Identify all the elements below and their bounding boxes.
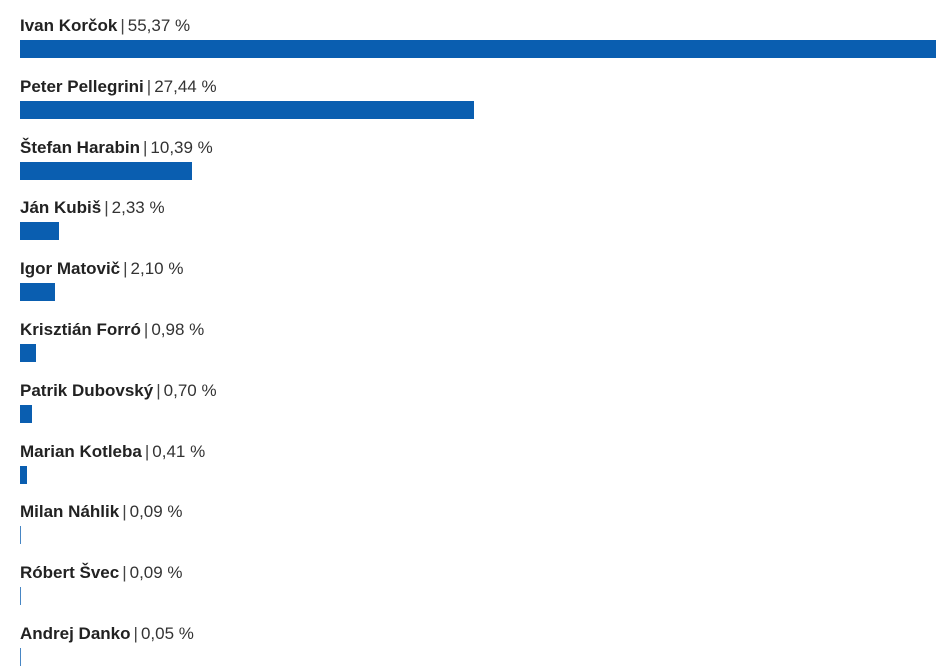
label-separator: | xyxy=(122,563,127,583)
bar xyxy=(20,648,21,666)
bar-label: Marian Kotleba | 0,41 % xyxy=(20,441,205,463)
chart-row: Róbert Švec | 0,09 % xyxy=(20,547,936,607)
bar xyxy=(20,526,22,545)
chart-row: Krisztián Forró | 0,98 % xyxy=(20,304,936,364)
label-separator: | xyxy=(146,76,152,96)
candidate-name: Ivan Korčok xyxy=(20,16,118,35)
label-separator: | xyxy=(133,624,138,643)
bar xyxy=(20,40,936,58)
candidate-name: Krisztián Forró xyxy=(20,320,141,339)
value-label: 0,09 % xyxy=(129,563,183,583)
label-separator: | xyxy=(122,502,127,522)
value-label: 2,33 % xyxy=(111,198,165,218)
bar-label: Krisztián Forró | 0,98 % xyxy=(20,319,204,341)
chart-row: Patrik Dubovský | 0,70 % xyxy=(20,365,936,425)
bar xyxy=(20,465,27,484)
chart-row: Peter Pellegrini | 27,44 % xyxy=(20,61,936,121)
label-separator: | xyxy=(104,198,109,218)
value-label: 27,44 % xyxy=(154,76,217,96)
candidate-name: Milan Náhlik xyxy=(20,502,120,522)
results-bar-chart: Ivan Korčok | 55,37 % Peter Pellegrini | 27,4… xyxy=(20,0,936,666)
bar xyxy=(20,161,192,180)
value-label: 0,98 % xyxy=(151,320,205,339)
bar-label: Patrik Dubovský | 0,70 % xyxy=(20,380,217,402)
candidate-name: Andrej Danko xyxy=(20,624,131,643)
candidate-name: Štefan Harabin xyxy=(20,137,140,157)
bar-label: Igor Matovič | 2,10 % xyxy=(20,258,183,280)
value-label: 55,37 % xyxy=(127,16,191,35)
bar-label: Ivan Korčok | 55,37 % xyxy=(20,15,190,37)
label-separator: | xyxy=(123,259,128,279)
label-separator: | xyxy=(143,320,149,339)
bar-label: Ján Kubiš | 2,33 % xyxy=(20,197,165,219)
bar-label: Štefan Harabin | 10,39 % xyxy=(20,137,213,159)
candidate-name: Igor Matovič xyxy=(20,259,121,279)
candidate-name: Patrik Dubovský xyxy=(20,380,154,400)
candidate-name: Peter Pellegrini xyxy=(20,76,144,96)
chart-row: Štefan Harabin | 10,39 % xyxy=(20,122,936,182)
chart-row: Igor Matovič | 2,10 % xyxy=(20,243,936,303)
bar xyxy=(20,587,22,606)
label-separator: | xyxy=(156,380,161,400)
bar-label: Peter Pellegrini | 27,44 % xyxy=(20,76,217,98)
candidate-name: Róbert Švec xyxy=(20,563,120,583)
value-label: 0,05 % xyxy=(140,624,194,643)
chart-row: Marian Kotleba | 0,41 % xyxy=(20,426,936,486)
chart-row: Andrej Danko | 0,05 % xyxy=(20,608,936,668)
bar-label: Andrej Danko | 0,05 % xyxy=(20,623,194,645)
label-separator: | xyxy=(142,137,148,157)
bar xyxy=(20,344,37,362)
label-separator: | xyxy=(120,16,125,35)
bar xyxy=(20,100,474,119)
chart-row: Ivan Korčok | 55,37 % xyxy=(20,0,936,60)
value-label: 10,39 % xyxy=(150,137,213,157)
value-label: 0,09 % xyxy=(129,502,183,522)
value-label: 0,70 % xyxy=(163,380,217,400)
label-separator: | xyxy=(144,441,150,461)
value-label: 2,10 % xyxy=(130,259,184,279)
value-label: 0,41 % xyxy=(152,441,206,461)
bar xyxy=(20,404,32,423)
bar-label: Róbert Švec | 0,09 % xyxy=(20,562,183,584)
bar xyxy=(20,222,59,241)
chart-row: Ján Kubiš | 2,33 % xyxy=(20,182,936,242)
bar-label: Milan Náhlik | 0,09 % xyxy=(20,501,183,523)
chart-row: Milan Náhlik | 0,09 % xyxy=(20,486,936,546)
candidate-name: Marian Kotleba xyxy=(20,441,142,461)
bar xyxy=(20,283,55,302)
candidate-name: Ján Kubiš xyxy=(20,198,102,218)
